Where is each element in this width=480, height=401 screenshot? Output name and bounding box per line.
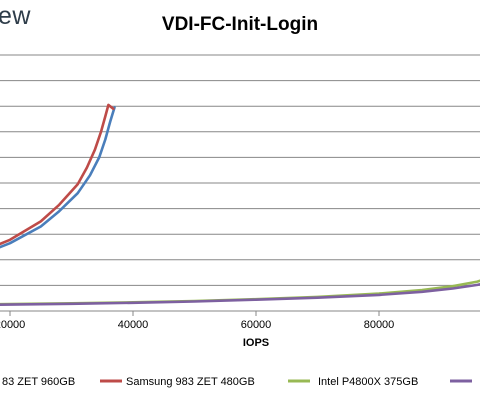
legend-label: Samsung 983 ZET 480GB bbox=[126, 376, 255, 388]
x-tick-label: 80000 bbox=[364, 319, 395, 331]
gridlines bbox=[0, 54, 480, 286]
series-lines bbox=[0, 103, 480, 306]
x-tick-label: 20000 bbox=[0, 319, 25, 331]
x-tick-label: 60000 bbox=[241, 319, 272, 331]
series-line bbox=[0, 106, 116, 249]
legend-label: 83 ZET 960GB bbox=[2, 376, 75, 388]
series-line bbox=[0, 283, 480, 306]
legend: 83 ZET 960GB Samsung 983 ZET 480GB Intel P… bbox=[2, 376, 472, 388]
legend-label: Intel P4800X 375GB bbox=[318, 376, 418, 388]
x-tick-label: 40000 bbox=[118, 319, 149, 331]
chart-title: VDI-FC-Init-Login bbox=[161, 14, 319, 35]
x-tick-labels: 20000 40000 60000 80000 bbox=[0, 319, 394, 331]
series-line bbox=[0, 103, 115, 246]
axes bbox=[0, 310, 480, 316]
logo-fragment: ew bbox=[0, 2, 31, 30]
x-axis-title: IOPS bbox=[243, 337, 269, 349]
